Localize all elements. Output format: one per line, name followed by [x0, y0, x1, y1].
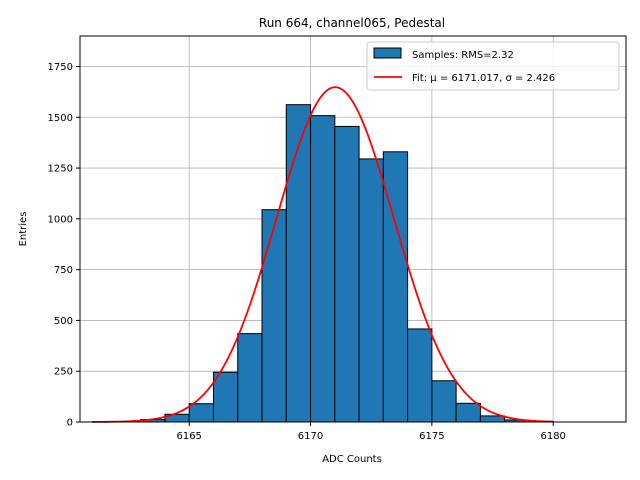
y-tick-label: 1000: [48, 214, 73, 225]
histogram-bars: [140, 104, 554, 423]
x-tick-label: 6175: [419, 431, 444, 442]
y-axis-ticks: 0 250 500 750 1000 1250 1500 1750: [48, 62, 80, 429]
histogram-bar: [479, 415, 506, 423]
chart-title: Run 664, channel065, Pedestal: [259, 16, 445, 30]
histogram-bar: [188, 403, 214, 423]
x-axis-ticks: 6165 6170 6175 6180: [176, 422, 566, 442]
y-axis-label: Entries: [18, 212, 29, 247]
y-tick-label: 1250: [48, 164, 73, 175]
histogram-bar: [310, 115, 336, 423]
x-tick-label: 6170: [298, 431, 323, 442]
legend: Samples: RMS=2.32 Fit: μ = 6171.017, σ =…: [366, 41, 620, 91]
y-tick-label: 500: [54, 316, 73, 327]
y-tick-label: 1750: [48, 62, 73, 73]
fit-curve-path: [92, 86, 554, 423]
histogram-bar: [455, 402, 481, 423]
histogram-bar: [261, 209, 287, 423]
x-axis-label: ADC Counts: [322, 454, 382, 465]
histogram-bar: [431, 380, 457, 423]
y-tick-label: 0: [67, 418, 73, 429]
axes-frame: [79, 35, 627, 423]
y-tick-label: 1500: [48, 113, 73, 124]
y-tick-label: 750: [54, 265, 73, 276]
y-tick-label: 250: [54, 367, 73, 378]
legend-fit-label: Fit: μ = 6171.017, σ = 2.426: [412, 73, 555, 84]
x-tick-label: 6180: [540, 431, 565, 442]
histogram-bar: [334, 125, 360, 423]
legend-samples-swatch: [373, 47, 402, 59]
legend-box: [366, 41, 620, 91]
histogram-bar: [212, 371, 239, 423]
histogram-bar: [285, 104, 312, 423]
histogram-bar: [407, 328, 433, 423]
legend-samples-label: Samples: RMS=2.32: [412, 50, 514, 61]
histogram-bar: [358, 158, 384, 423]
histogram-bar: [237, 333, 263, 423]
x-tick-label: 6165: [176, 431, 201, 442]
gaussian-fit-curve: [92, 86, 554, 423]
